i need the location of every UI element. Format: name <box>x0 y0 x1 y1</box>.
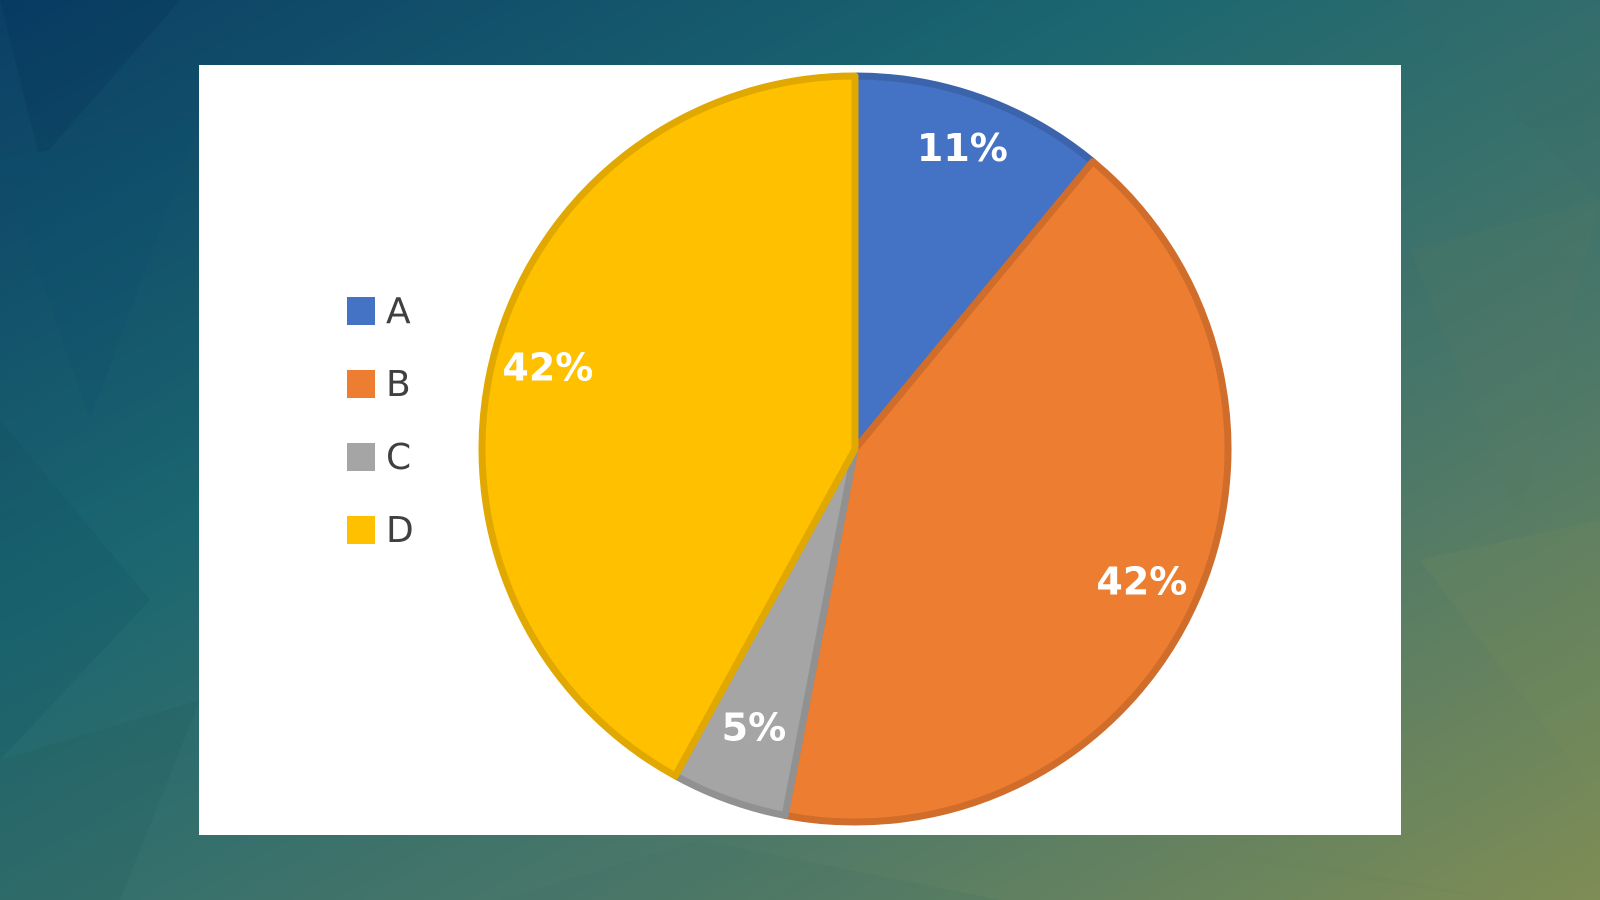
slice-outline <box>851 72 1097 453</box>
facet <box>1420 520 1600 800</box>
facet <box>1410 200 1600 520</box>
legend-swatch <box>347 516 375 544</box>
facet <box>1400 0 1600 200</box>
value-label: 11% <box>917 126 1008 170</box>
pie <box>478 72 1232 826</box>
legend-swatch <box>347 297 375 325</box>
facet <box>0 420 150 760</box>
value-label: 5% <box>722 705 787 749</box>
pie-slice <box>478 72 859 780</box>
legend-label: C <box>386 437 411 478</box>
slice-outline <box>478 72 859 780</box>
legend-label: A <box>386 291 411 332</box>
legend-label: D <box>386 510 414 551</box>
pie-slice <box>851 72 1097 453</box>
slice-outline <box>781 158 1232 826</box>
legend-label: B <box>386 364 411 405</box>
legend-swatch <box>347 443 375 471</box>
facet <box>500 840 1000 900</box>
value-labels: 11% 42% 5% 42% <box>502 126 1187 749</box>
legend-swatch <box>347 370 375 398</box>
facet <box>0 700 200 900</box>
facet <box>0 120 200 420</box>
value-label: 42% <box>1096 559 1187 603</box>
facet <box>0 0 180 160</box>
value-label: 42% <box>502 346 593 390</box>
facet <box>1100 840 1500 900</box>
pie-slice <box>781 158 1232 826</box>
